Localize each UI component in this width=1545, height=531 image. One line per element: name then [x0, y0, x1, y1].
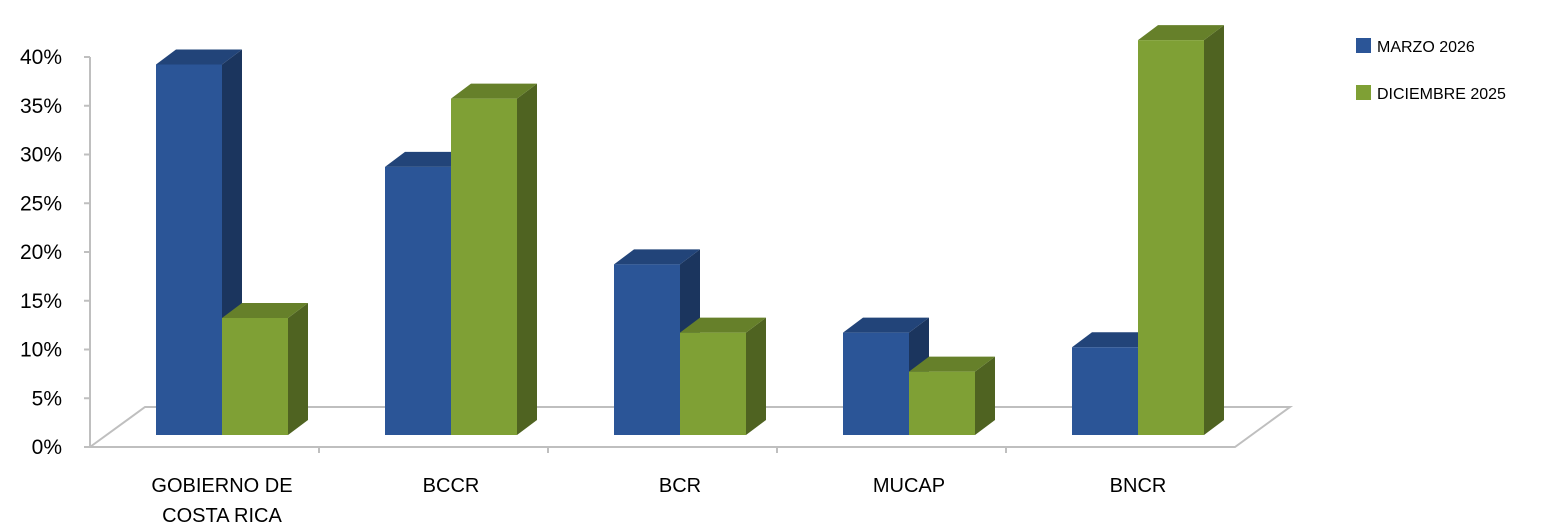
- legend-label: DICIEMBRE 2025: [1377, 86, 1506, 103]
- y-tick-label: 20%: [20, 241, 62, 264]
- legend-label: MARZO 2026: [1377, 39, 1475, 56]
- category-label: BNCR: [1110, 475, 1167, 497]
- bar-diciembre-2025-4: [1138, 25, 1224, 435]
- y-tick-label: 30%: [20, 144, 62, 167]
- legend-swatch: [1356, 38, 1371, 53]
- y-tick-label: 5%: [32, 387, 62, 410]
- category-label: BCR: [659, 475, 701, 497]
- category-labels: GOBIERNO DE COSTA RICA BCCR BCR MUCAP BNCR: [151, 475, 1166, 527]
- category-label: GOBIERNO DE COSTA RICA: [151, 475, 292, 527]
- y-tick-label: 0%: [32, 436, 62, 459]
- bar-marzo-2026-2: [614, 249, 700, 435]
- category-label: BCCR: [423, 475, 480, 497]
- bar-diciembre-2025-3: [909, 356, 995, 435]
- bar-diciembre-2025-1: [451, 83, 537, 435]
- legend: MARZO 2026 DICIEMBRE 2025: [1356, 38, 1506, 103]
- bars: [156, 25, 1224, 435]
- y-axis: 0% 5% 10% 15% 20% 25% 30% 35% 40%: [20, 46, 1235, 459]
- legend-swatch: [1356, 85, 1371, 100]
- y-tick-label: 15%: [20, 290, 62, 313]
- category-label: MUCAP: [873, 475, 945, 497]
- bar-diciembre-2025-0: [222, 303, 308, 435]
- bar-marzo-2026-0: [156, 49, 242, 435]
- y-tick-label: 25%: [20, 192, 62, 215]
- y-tick-label: 35%: [20, 95, 62, 118]
- y-tick-label: 40%: [20, 46, 62, 69]
- y-tick-label: 10%: [20, 339, 62, 362]
- bar-diciembre-2025-2: [680, 317, 766, 435]
